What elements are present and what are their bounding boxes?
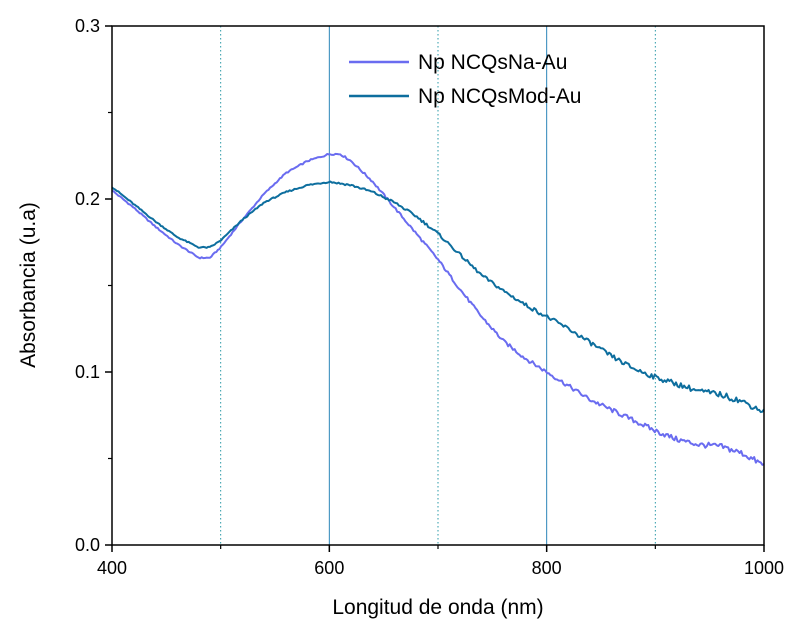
series-layer [111,152,765,466]
x-tick-label: 800 [532,558,562,578]
x-axis-title: Longitud de onda (nm) [332,596,543,619]
y-tick-label: 0.1 [75,362,100,382]
legend-label: Np NCQsMod-Au [418,85,581,108]
y-tick-label: 0.3 [75,16,100,36]
series-line [111,152,765,466]
y-axis-title: Absorbancia (u.a) [17,202,40,368]
y-tick-label: 0.2 [75,189,100,209]
grid-layer [220,26,656,545]
tick-layer: 400 600 800 1000 0.0 0.1 0.2 0.3 [75,16,784,578]
x-tick-label: 600 [314,558,344,578]
y-tick-label: 0.0 [75,535,100,555]
x-tick-label: 400 [97,558,127,578]
series-line [111,180,765,414]
x-tick-label: 1000 [744,558,784,578]
legend: Np NCQsNa-Au Np NCQsMod-Au [349,51,581,108]
legend-label: Np NCQsNa-Au [418,51,567,74]
